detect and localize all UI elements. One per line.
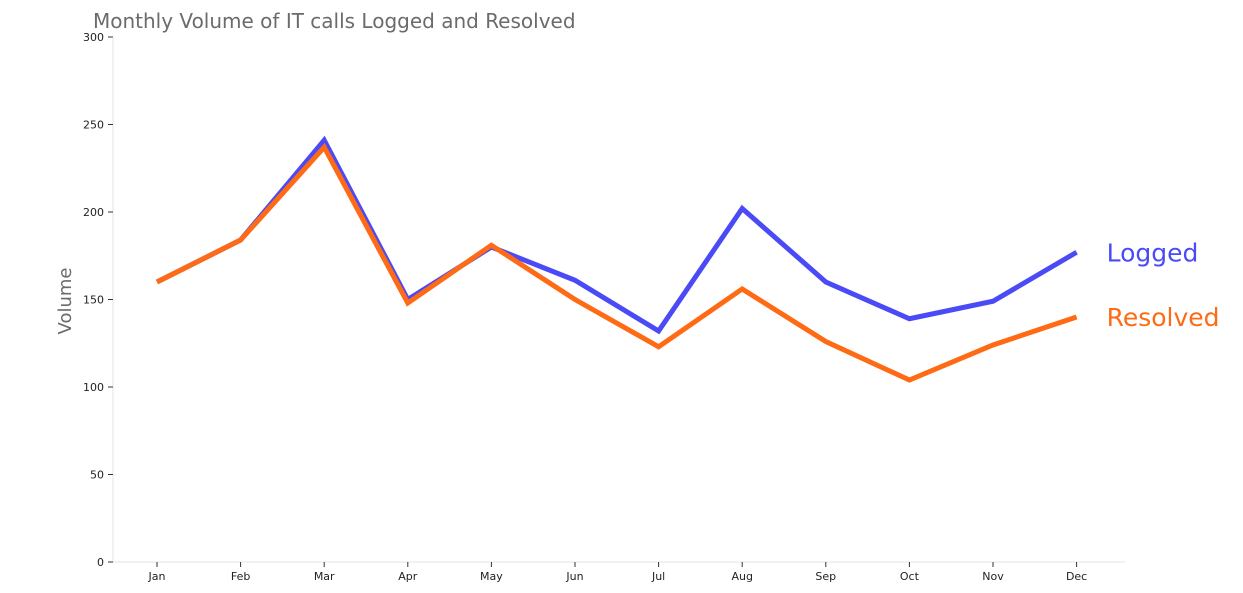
y-tick-label: 50 <box>90 469 104 482</box>
x-tick-label: Feb <box>231 570 250 583</box>
y-tick-label: 100 <box>83 381 104 394</box>
series-line-logged <box>155 135 1078 335</box>
y-tick-label: 150 <box>83 294 104 307</box>
x-tick-label: Sep <box>815 570 836 583</box>
y-tick-label: 0 <box>97 556 104 569</box>
x-tick-label: Jun <box>565 570 583 583</box>
y-tick-label: 250 <box>83 119 104 132</box>
x-tick-label: Jan <box>148 570 166 583</box>
x-tick-label: Aug <box>731 570 752 583</box>
x-tick-label: Apr <box>398 570 418 583</box>
x-tick-label: Mar <box>314 570 335 583</box>
x-tick-label: Jul <box>651 570 665 583</box>
x-tick-label: Dec <box>1066 570 1087 583</box>
x-tick-label: Nov <box>982 570 1004 583</box>
series-line-resolved <box>155 142 1078 383</box>
series-label-resolved: Resolved <box>1107 303 1220 332</box>
y-axis-ticks: 0 50 100 150 200 250 300 <box>83 31 113 569</box>
y-tick-label: 300 <box>83 31 104 44</box>
series-lines <box>155 135 1078 383</box>
chart-title: Monthly Volume of IT calls Logged and Re… <box>93 9 576 33</box>
x-tick-label: May <box>480 570 503 583</box>
x-axis-ticks: Jan Feb Mar Apr May Jun Jul Aug Sep Oct Nov Dec <box>148 562 1087 583</box>
series-labels: Logged Resolved <box>1107 238 1220 332</box>
series-label-logged: Logged <box>1107 238 1199 267</box>
y-tick-label: 200 <box>83 206 104 219</box>
y-axis-label: Volume <box>55 268 76 335</box>
x-tick-label: Oct <box>900 570 920 583</box>
